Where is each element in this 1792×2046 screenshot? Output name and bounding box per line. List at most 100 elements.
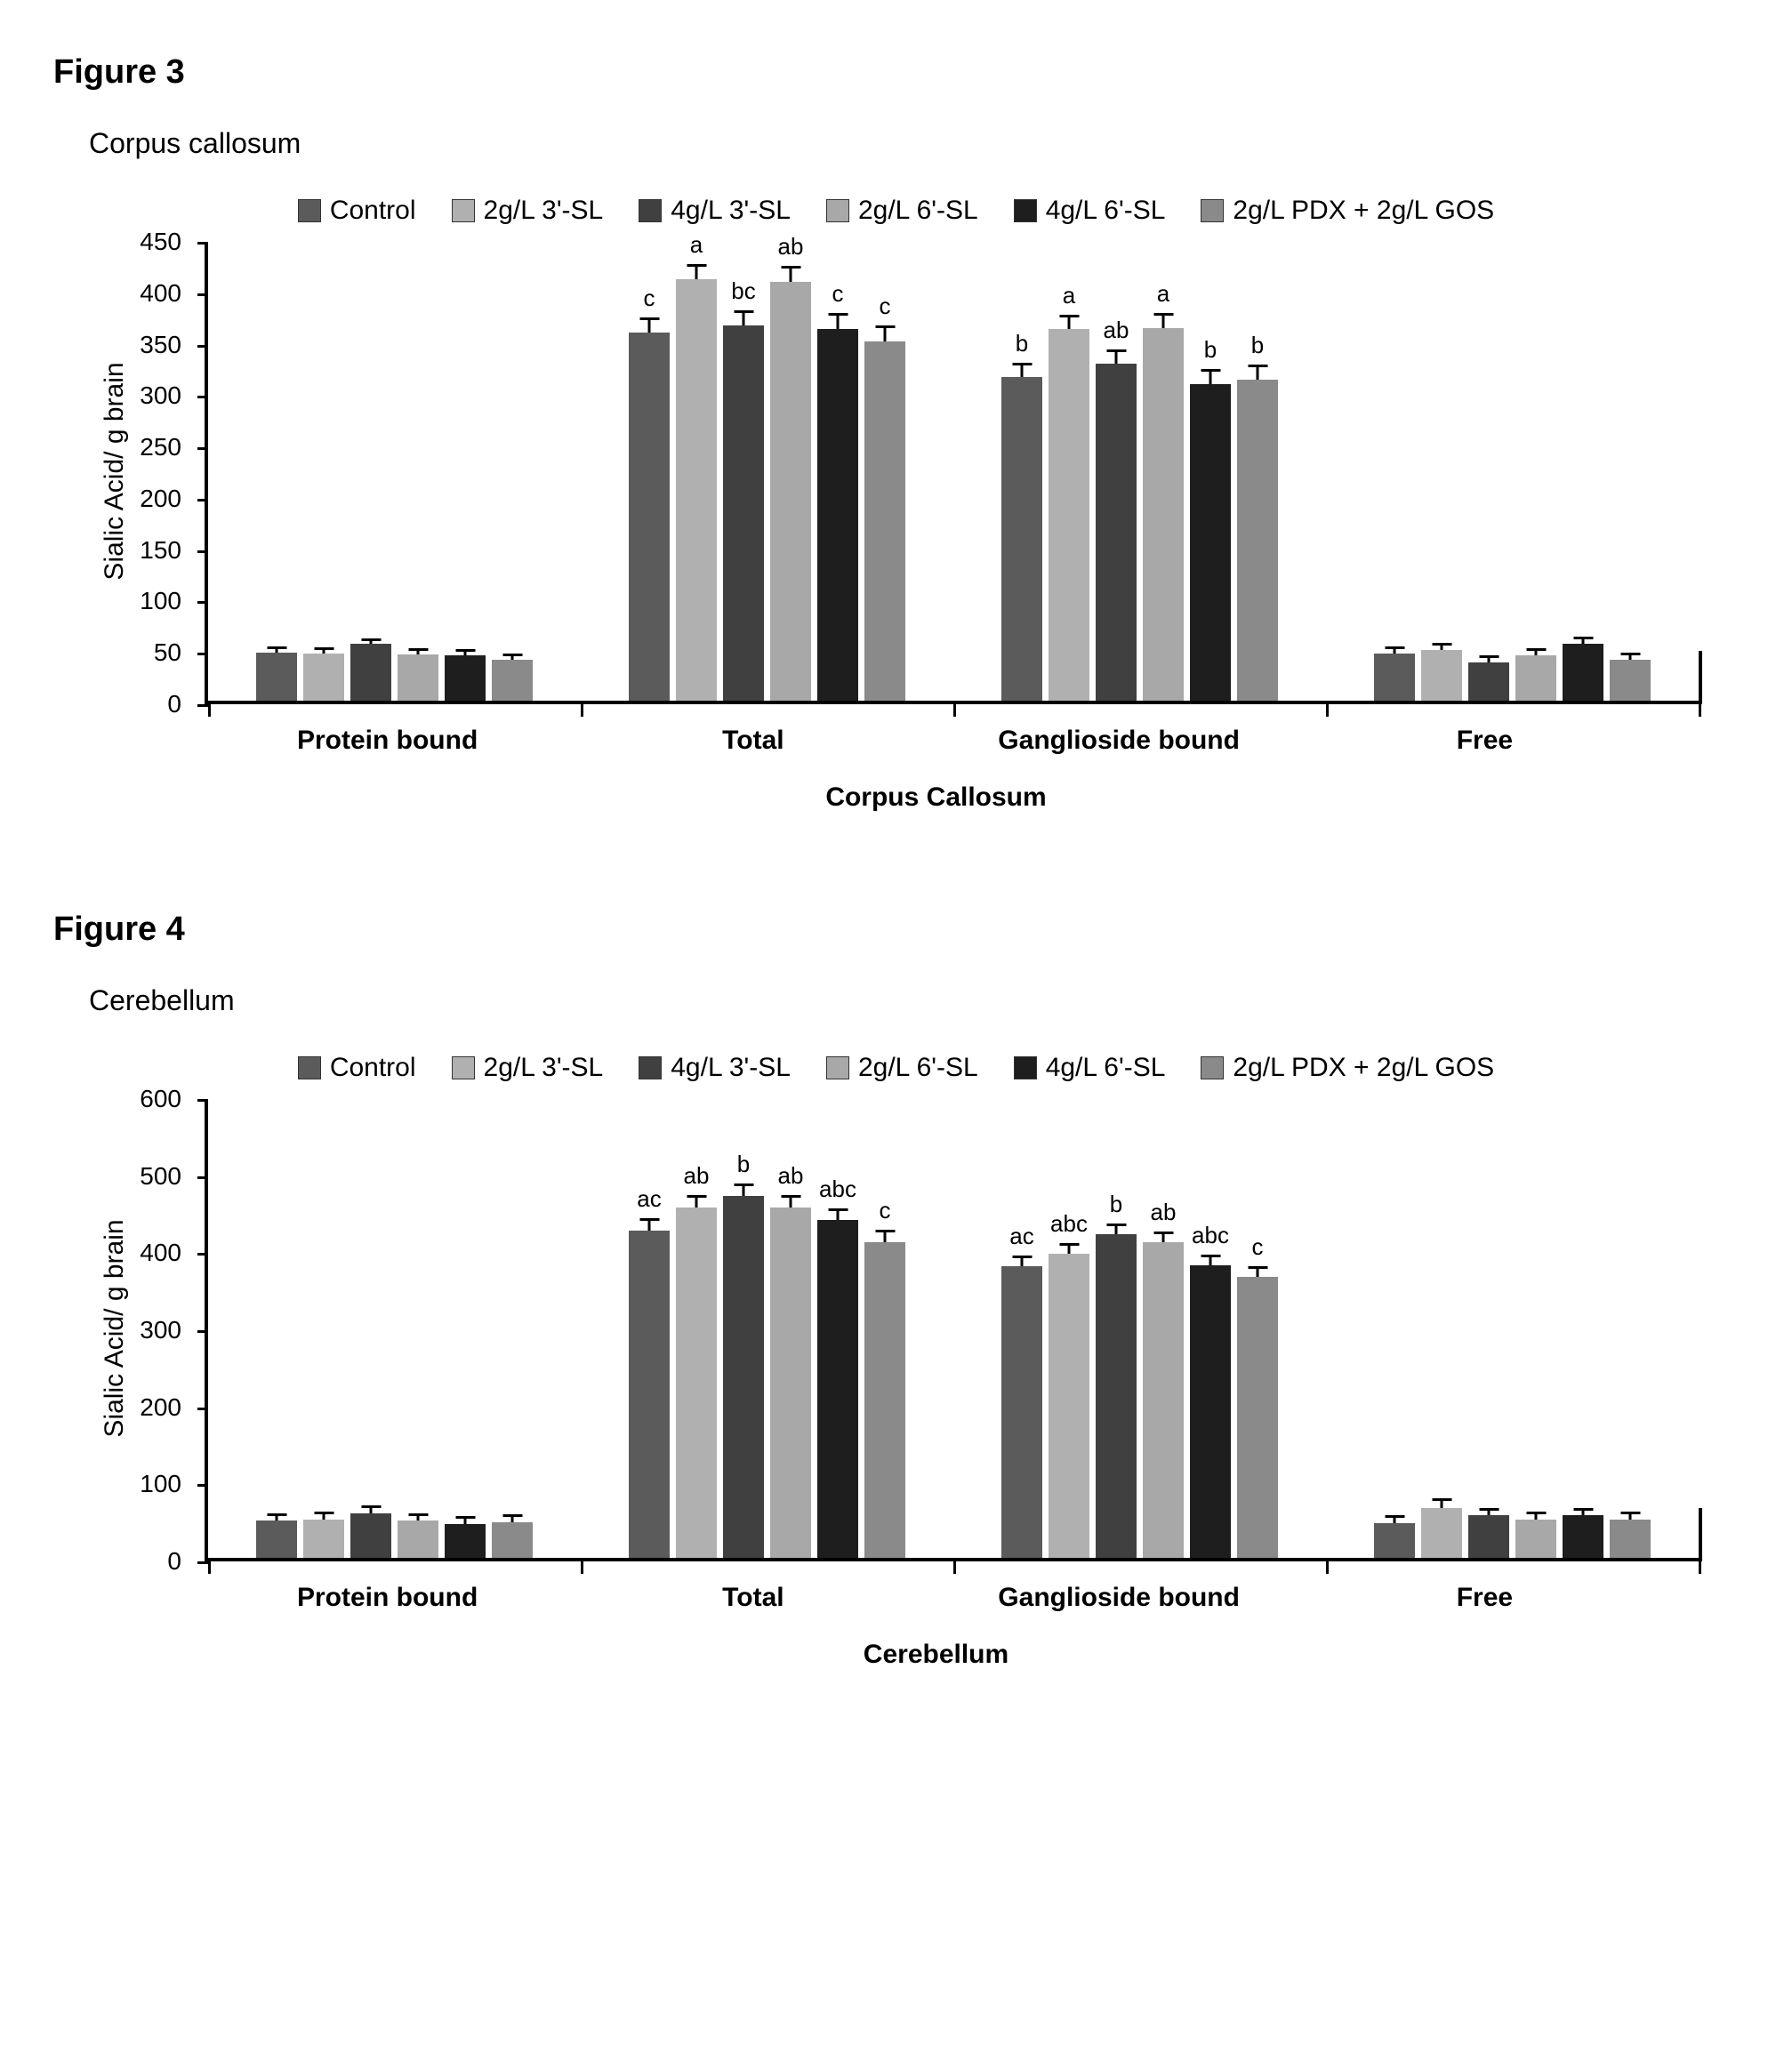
bar — [445, 655, 486, 701]
bar — [1374, 1523, 1415, 1558]
y-tick — [197, 1253, 208, 1256]
y-tick — [197, 704, 208, 707]
y-tick-label: 100 — [140, 587, 181, 615]
significance-label: b — [1110, 1191, 1122, 1218]
bar — [445, 1524, 486, 1558]
y-tick — [197, 396, 208, 398]
figure-subtitle: Cerebellum — [89, 984, 1739, 1017]
chart-legend: Control2g/L 3'-SL4g/L 3'-SL2g/L 6'-SL4g/… — [89, 196, 1703, 226]
x-category-label: Free — [1302, 1583, 1667, 1613]
legend-label: 2g/L 6'-SL — [858, 196, 978, 226]
legend-item: 2g/L 6'-SL — [826, 196, 978, 226]
chart-legend: Control 2g/L 3'-SL 4g/L 3'-SL 2g/L 6'-SL 4g/… — [89, 1053, 1703, 1083]
significance-label: ab — [1104, 317, 1129, 344]
error-bar — [1068, 315, 1071, 329]
bar: ab — [1143, 1242, 1184, 1558]
error-bar — [370, 1505, 373, 1513]
bar — [1515, 655, 1556, 701]
bar-group: acabbababcc — [629, 1099, 905, 1558]
y-tick-label: 150 — [140, 536, 181, 565]
error-bar — [1629, 653, 1632, 660]
bar: c — [1237, 1277, 1278, 1558]
error-bar — [790, 266, 792, 281]
legend-swatch — [1201, 199, 1224, 222]
y-tick — [197, 1484, 208, 1487]
legend-swatch — [1201, 1056, 1224, 1079]
significance-label: b — [1251, 332, 1264, 359]
x-tick — [1699, 701, 1701, 717]
error-bar — [1257, 1266, 1259, 1277]
error-bar — [1021, 363, 1024, 377]
significance-label: c — [644, 285, 655, 312]
significance-label: b — [737, 1151, 750, 1178]
error-bar — [1629, 1512, 1632, 1520]
bar: ab — [1096, 364, 1137, 701]
error-bar — [370, 638, 373, 645]
chart-wrap: Control2g/L 3'-SL4g/L 3'-SL2g/L 6'-SL4g/… — [53, 187, 1739, 822]
legend-label: 4g/L 3'-SL — [671, 1053, 791, 1083]
legend-swatch — [826, 199, 849, 222]
legend-swatch — [452, 199, 475, 222]
x-category-label: Total — [570, 1583, 936, 1613]
legend-swatch — [1014, 199, 1037, 222]
y-tick — [197, 1099, 208, 1102]
x-tick — [208, 1558, 211, 1574]
significance-label: c — [1252, 1233, 1264, 1261]
legend-label: 4g/L 6'-SL — [1046, 1053, 1166, 1083]
y-tick — [197, 499, 208, 501]
significance-label: b — [1204, 336, 1217, 364]
legend-swatch — [298, 199, 321, 222]
significance-label: ab — [778, 233, 804, 261]
legend-swatch — [639, 1056, 662, 1079]
error-bar — [1535, 648, 1538, 655]
significance-label: a — [1157, 280, 1169, 308]
y-tick-label: 0 — [167, 1547, 181, 1576]
significance-label: ab — [684, 1162, 710, 1190]
bar: abc — [1190, 1265, 1231, 1558]
legend-swatch — [452, 1056, 475, 1079]
bar — [1563, 1515, 1603, 1558]
error-bar — [276, 1513, 278, 1521]
x-category-label: Protein bound — [205, 726, 570, 756]
error-bar — [1535, 1512, 1538, 1520]
error-bar — [1209, 369, 1212, 384]
y-tick-label: 300 — [140, 381, 181, 410]
legend-item: 2g/L 3'-SL — [452, 1053, 604, 1083]
y-tick — [197, 345, 208, 348]
bar — [1610, 660, 1651, 701]
bar: c — [629, 333, 670, 701]
legend-item: 2g/L PDX + 2g/L GOS — [1201, 1053, 1494, 1083]
error-bar — [323, 1512, 325, 1520]
bar: bc — [723, 325, 764, 701]
bar — [398, 1520, 438, 1558]
x-tick — [581, 1558, 583, 1574]
legend-item: 2g/L 6'-SL — [826, 1053, 978, 1083]
bar: b — [1001, 377, 1042, 701]
bar: a — [1143, 328, 1184, 701]
x-category-label: Ganglioside bound — [936, 1583, 1302, 1613]
error-bar — [417, 1513, 420, 1521]
error-bar — [417, 648, 420, 654]
bar-group: baababb — [1001, 242, 1278, 701]
bar — [303, 1520, 344, 1558]
bar: a — [676, 279, 717, 701]
y-tick — [197, 1330, 208, 1333]
bar-group — [1374, 242, 1651, 701]
y-tick — [197, 242, 208, 245]
legend-item: Control — [298, 1053, 416, 1083]
bar — [256, 653, 297, 701]
bar — [1374, 654, 1415, 701]
significance-label: abc — [1192, 1222, 1229, 1249]
legend-swatch — [639, 199, 662, 222]
figures-container: Figure 3Corpus callosumControl2g/L 3'-SL… — [53, 53, 1739, 1679]
significance-label: abc — [1050, 1210, 1088, 1238]
y-tick — [197, 653, 208, 655]
error-bar — [1394, 646, 1396, 654]
x-axis-title: Corpus Callosum — [205, 782, 1667, 813]
error-bar — [743, 1183, 745, 1196]
bar — [1421, 650, 1462, 701]
significance-label: c — [880, 1197, 891, 1224]
y-tick — [197, 601, 208, 604]
error-bar — [648, 317, 651, 333]
y-tick — [197, 1408, 208, 1410]
